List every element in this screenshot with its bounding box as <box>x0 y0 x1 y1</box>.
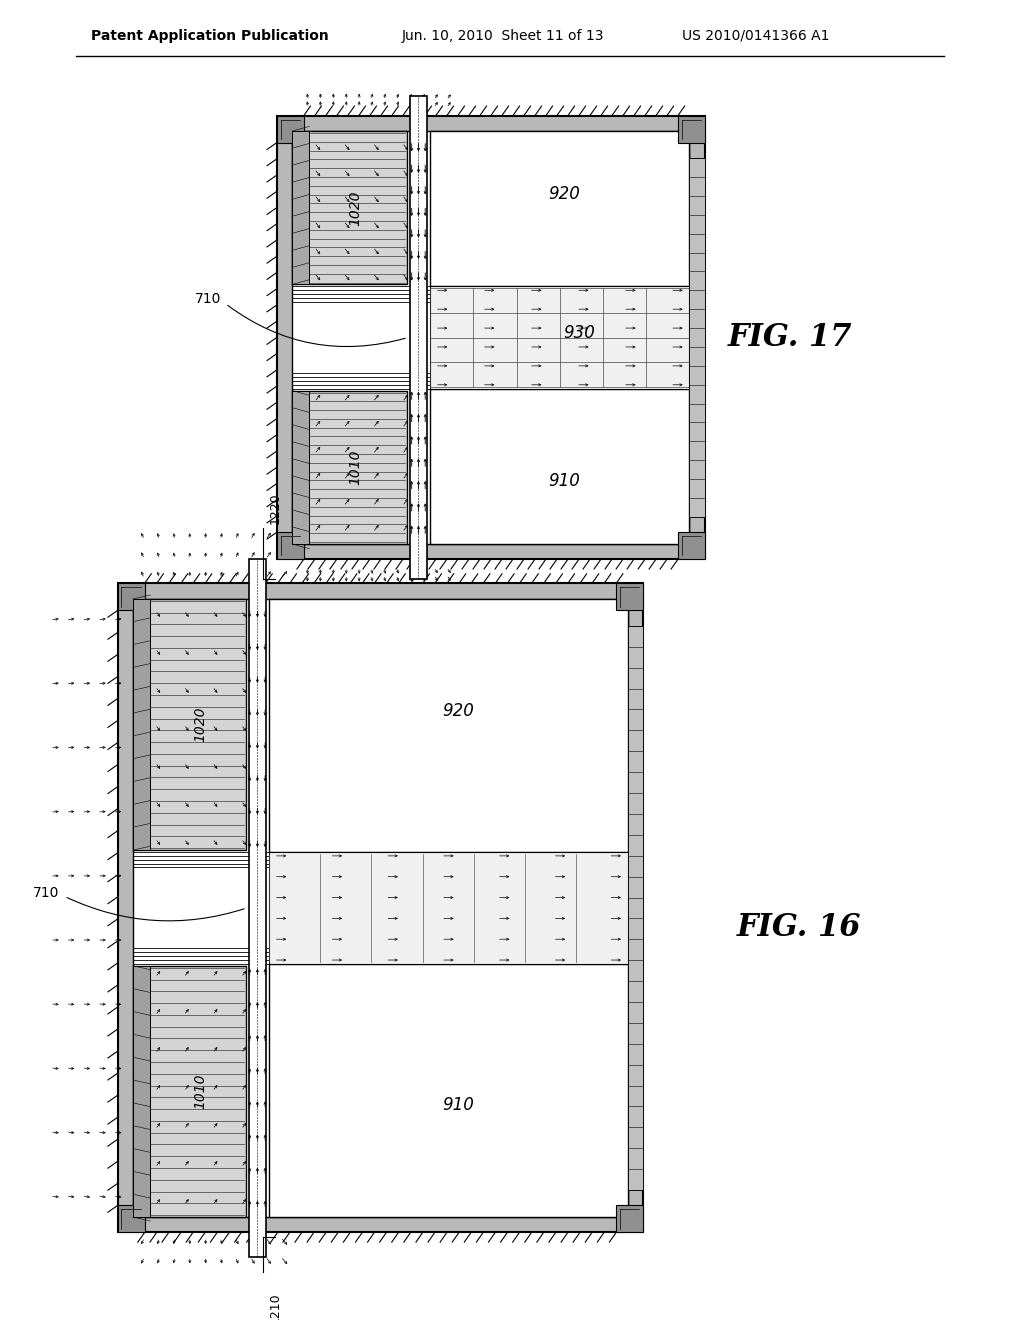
Bar <box>292 391 407 544</box>
Text: 1020: 1020 <box>194 706 208 742</box>
Bar <box>249 560 266 1257</box>
Text: 1010: 1010 <box>194 1073 208 1109</box>
Bar <box>410 96 427 578</box>
Bar <box>276 116 304 143</box>
Text: 1020: 1020 <box>348 190 362 226</box>
Text: Jun. 10, 2010  Sheet 11 of 13: Jun. 10, 2010 Sheet 11 of 13 <box>402 29 604 42</box>
Text: 910: 910 <box>442 1096 474 1114</box>
Bar <box>276 532 304 560</box>
Text: 710: 710 <box>34 887 59 900</box>
Bar <box>430 131 689 286</box>
Bar <box>133 599 151 850</box>
Text: 930: 930 <box>563 323 595 342</box>
Bar <box>430 388 689 544</box>
Bar <box>133 966 246 1217</box>
Bar <box>689 158 705 517</box>
Text: Patent Application Publication: Patent Application Publication <box>90 29 329 42</box>
Text: 1220: 1220 <box>269 492 282 524</box>
Bar <box>133 966 151 1217</box>
Text: 920: 920 <box>442 702 474 719</box>
Bar <box>292 131 407 285</box>
Bar <box>292 131 689 544</box>
Text: 1210: 1210 <box>269 1292 282 1320</box>
Bar <box>118 1205 144 1233</box>
Bar <box>133 599 246 850</box>
Text: 920: 920 <box>549 185 581 203</box>
Bar <box>118 583 643 1233</box>
Text: FIG. 16: FIG. 16 <box>737 912 861 942</box>
Bar <box>292 131 309 285</box>
Text: 910: 910 <box>549 471 581 490</box>
Bar <box>269 851 628 964</box>
Text: US 2010/0141366 A1: US 2010/0141366 A1 <box>682 29 829 42</box>
Bar <box>118 583 144 610</box>
Bar <box>616 583 643 610</box>
Bar <box>276 116 705 560</box>
Bar <box>269 599 628 851</box>
Text: 710: 710 <box>195 292 221 306</box>
Text: FIG. 17: FIG. 17 <box>727 322 852 352</box>
Bar <box>678 532 705 560</box>
Text: 1010: 1010 <box>348 450 362 484</box>
Bar <box>133 599 628 1217</box>
Bar <box>292 391 309 544</box>
Bar <box>628 626 643 1191</box>
Bar <box>616 1205 643 1233</box>
Bar <box>678 116 705 143</box>
Bar <box>269 964 628 1217</box>
Bar <box>430 286 689 388</box>
